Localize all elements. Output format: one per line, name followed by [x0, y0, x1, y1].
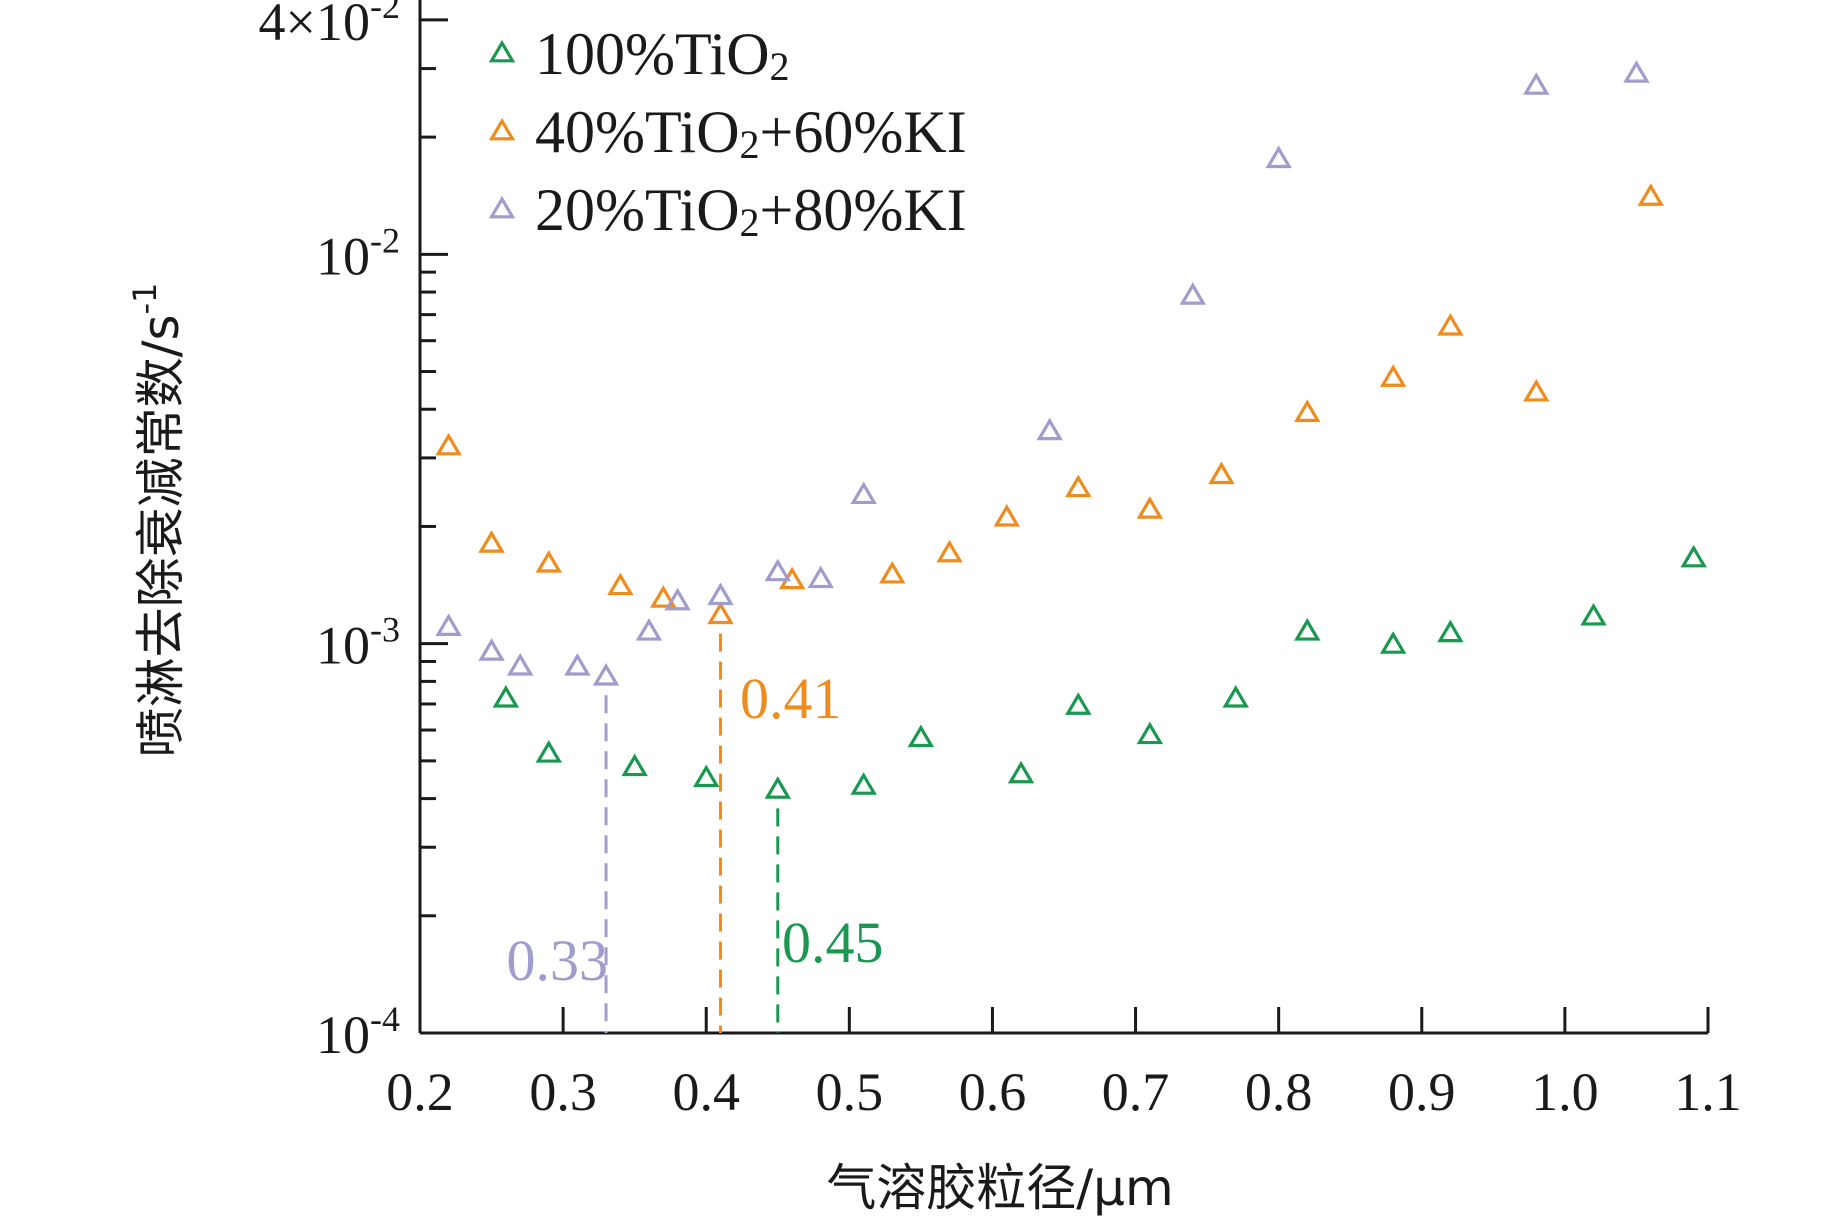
- data-point: [1265, 145, 1292, 169]
- data-point: [1680, 544, 1707, 568]
- data-point: [850, 481, 877, 505]
- data-point: [907, 724, 935, 748]
- legend-marker-triangle-icon: [488, 195, 516, 219]
- x-ticks: 0.2 0.3 0.4 0.5 0.6 0.7 0.8 0.9 1.0 1.1: [386, 1007, 1742, 1122]
- series-1: [492, 544, 1707, 799]
- data-point: [707, 601, 734, 625]
- data-point: [1379, 364, 1407, 387]
- legend-item: 40%TiO2+60%KI: [488, 99, 967, 167]
- x-tick-label: 0.2: [386, 1062, 454, 1122]
- x-tick-label: 0.5: [816, 1062, 884, 1122]
- data-point: [936, 539, 963, 563]
- data-point: [1007, 760, 1035, 784]
- data-point: [535, 550, 563, 573]
- data-point: [607, 572, 634, 596]
- legend-label: 20%TiO2+80%KI: [535, 177, 967, 245]
- data-point: [993, 504, 1020, 527]
- data-point: [535, 740, 563, 763]
- legend-label: 100%TiO2: [535, 21, 790, 89]
- data-point: [1136, 496, 1164, 519]
- data-point: [564, 653, 591, 676]
- y-ticks: 10-4 10-3 10-2 4×10-2: [259, 0, 448, 1065]
- data-point: [1136, 721, 1164, 745]
- data-point: [635, 618, 663, 641]
- y-tick-label: 10-2: [316, 220, 400, 286]
- data-point: [1523, 378, 1550, 402]
- series-3: [435, 60, 1650, 686]
- y-tick-label: 10-3: [316, 610, 400, 676]
- data-point: [1065, 692, 1092, 715]
- data-point: [707, 582, 734, 606]
- legend-item: 100%TiO2: [488, 21, 790, 89]
- x-tick-label: 0.4: [672, 1062, 740, 1122]
- data-point: [621, 753, 648, 777]
- y-tick-label: 4×10-2: [259, 0, 400, 52]
- data-point: [1065, 474, 1092, 498]
- axes: [418, 0, 1708, 1035]
- annotation-label: 0.33: [507, 928, 609, 993]
- x-tick-label: 0.9: [1388, 1062, 1456, 1122]
- data-point: [1222, 685, 1249, 708]
- legend-marker-triangle-icon: [488, 117, 516, 141]
- data-point: [1580, 602, 1607, 626]
- data-point: [592, 663, 620, 686]
- data-point: [1294, 618, 1321, 641]
- data-point: [807, 565, 834, 589]
- x-tick-label: 0.7: [1102, 1062, 1170, 1122]
- data-point: [1437, 312, 1464, 336]
- data-point: [650, 585, 677, 608]
- x-tick-label: 0.6: [959, 1062, 1027, 1122]
- data-point: [1623, 60, 1650, 83]
- data-point: [478, 638, 505, 661]
- x-tick-label: 0.8: [1245, 1062, 1313, 1122]
- data-point: [435, 613, 462, 636]
- data-point: [1379, 631, 1407, 654]
- x-tick-label: 1.1: [1674, 1062, 1742, 1122]
- data-point: [1294, 399, 1321, 422]
- legend-item: 20%TiO2+80%KI: [488, 177, 967, 245]
- y-axis-title: 喷淋去除衰减常数/s-1: [126, 283, 190, 758]
- legend-marker-triangle-icon: [488, 39, 516, 63]
- annotation-label: 0.45: [782, 910, 884, 975]
- data-point: [506, 653, 534, 676]
- data-point: [1637, 183, 1664, 206]
- data-point: [764, 776, 792, 799]
- data-point: [1523, 72, 1550, 95]
- series-2: [435, 183, 1664, 625]
- x-axis-title: 气溶胶粒径/μm: [826, 1159, 1173, 1217]
- legend-label: 40%TiO2+60%KI: [535, 99, 967, 167]
- data-point: [1179, 282, 1207, 305]
- data-point: [478, 530, 505, 553]
- data-point: [1437, 619, 1464, 643]
- data-point: [879, 560, 906, 584]
- svg-text:喷淋去除衰减常数/s-1: 喷淋去除衰减常数/s-1: [126, 283, 190, 758]
- data-point: [692, 764, 720, 788]
- data-point: [435, 432, 462, 456]
- y-axis-title-exponent: -1: [126, 283, 164, 315]
- data-point: [1208, 461, 1235, 485]
- data-point: [764, 558, 792, 582]
- data-point: [1036, 417, 1063, 441]
- annotations: 0.33 0.41 0.45: [507, 633, 884, 1033]
- data-points: [435, 60, 1707, 799]
- data-point: [492, 685, 520, 708]
- x-tick-label: 0.3: [529, 1062, 597, 1122]
- data-point: [664, 587, 691, 611]
- minor-ticks: [420, 67, 436, 918]
- annotation-label: 0.41: [740, 666, 842, 731]
- y-tick-label: 10-4: [316, 999, 400, 1065]
- data-point: [850, 772, 877, 795]
- legend: 100%TiO2 40%TiO2+60%KI 20%TiO2+80%KI: [488, 21, 967, 245]
- y-axis-title-text: 喷淋去除衰减常数/s: [132, 315, 190, 758]
- x-tick-label: 1.0: [1531, 1062, 1599, 1122]
